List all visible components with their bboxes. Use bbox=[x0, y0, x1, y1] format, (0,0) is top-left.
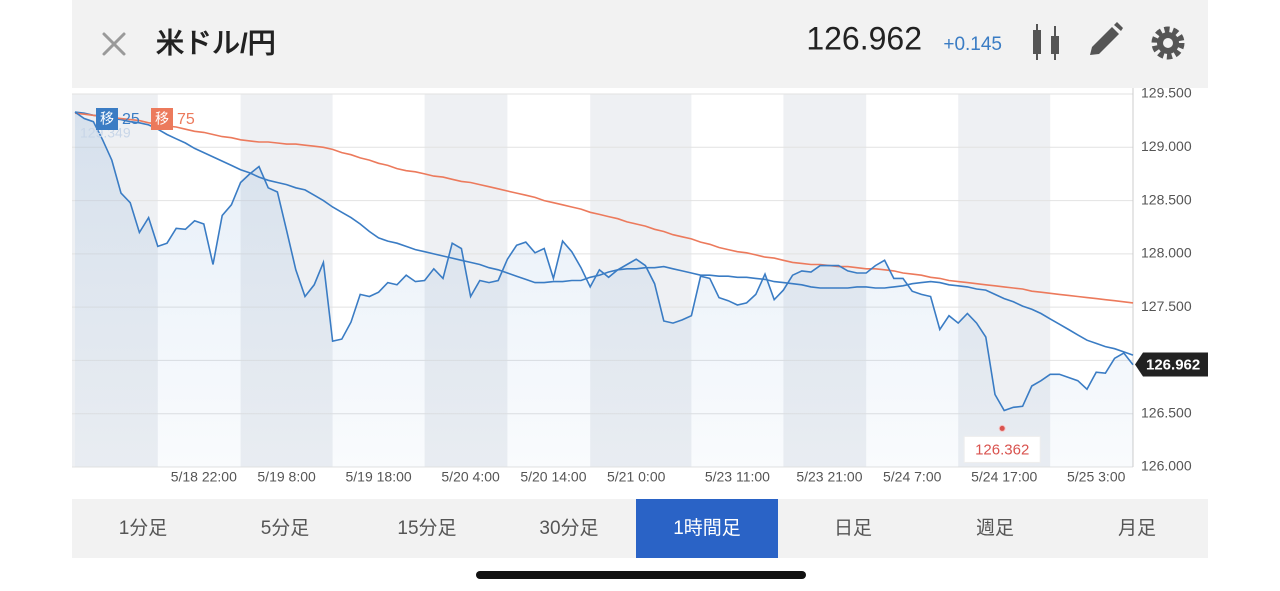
line bbox=[74, 111, 1134, 412]
tab[interactable]: 15分足 bbox=[397, 517, 456, 539]
low-label-box bbox=[963, 435, 1041, 463]
x-tick-label: 5/20 14:00 bbox=[520, 469, 586, 485]
draw-icon[interactable] bbox=[1090, 22, 1123, 55]
tab[interactable]: 月足 bbox=[1118, 518, 1156, 539]
price-area bbox=[75, 112, 1133, 467]
legend-badge bbox=[151, 108, 173, 130]
x-tick-label: 5/24 17:00 bbox=[971, 469, 1037, 485]
y-tick-label: 127.500 bbox=[1141, 298, 1192, 314]
x-tick-label: 5/25 3:00 bbox=[1067, 469, 1126, 485]
chart: 126.000126.500127.000127.500128.000128.5… bbox=[72, 85, 1208, 485]
price-change: +0.145 bbox=[943, 34, 1002, 55]
legend-label: 75 bbox=[177, 111, 195, 128]
close-button[interactable] bbox=[102, 32, 126, 56]
high-label: 129.349 bbox=[80, 125, 131, 141]
line bbox=[74, 112, 1134, 304]
legend-badge-text: 移 bbox=[155, 111, 169, 127]
legend-badge-text: 移 bbox=[100, 111, 114, 127]
x-tick-label: 5/23 11:00 bbox=[705, 469, 770, 485]
last-price-tag bbox=[1135, 352, 1208, 377]
y-tick-label: 128.000 bbox=[1141, 245, 1192, 261]
header-bar bbox=[72, 0, 1208, 88]
tab[interactable]: 日足 bbox=[834, 518, 872, 539]
tab[interactable]: 1時間足 bbox=[673, 517, 741, 539]
timeframe-tabs: 1分足 5分足 15分足 30分足 1時間足 日足 週足 月足 bbox=[119, 499, 1156, 558]
pair-title: 米ドル/円 bbox=[156, 27, 276, 58]
tab-active-bg[interactable] bbox=[636, 499, 778, 558]
x-tick-label: 5/24 7:00 bbox=[883, 469, 942, 485]
settings-icon[interactable] bbox=[1151, 26, 1185, 60]
legend-badge bbox=[96, 108, 118, 130]
last-price-label: 126.962 bbox=[1146, 356, 1200, 373]
x-tick-label: 5/23 21:00 bbox=[796, 469, 862, 485]
x-tick-label: 5/18 22:00 bbox=[171, 469, 237, 485]
legend-label: 25 bbox=[122, 111, 140, 128]
tab[interactable]: 週足 bbox=[976, 517, 1014, 539]
tab[interactable]: 30分足 bbox=[539, 517, 598, 539]
low-label: 126.362 bbox=[975, 441, 1029, 458]
x-tick-label: 5/19 8:00 bbox=[257, 469, 316, 485]
low-marker bbox=[998, 424, 1006, 432]
candle-icon[interactable] bbox=[1033, 24, 1059, 60]
current-price: 126.962 bbox=[806, 20, 922, 56]
y-tick-label: 129.000 bbox=[1141, 138, 1192, 154]
y-tick-label: 126.500 bbox=[1141, 404, 1192, 420]
tab[interactable]: 5分足 bbox=[261, 517, 310, 539]
tab[interactable]: 1分足 bbox=[119, 517, 168, 539]
y-tick-label: 126.000 bbox=[1141, 458, 1192, 474]
x-tick-label: 5/21 0:00 bbox=[607, 469, 666, 485]
home-indicator bbox=[476, 571, 806, 579]
x-tick-label: 5/19 18:00 bbox=[346, 469, 412, 485]
y-tick-label: 128.500 bbox=[1141, 191, 1192, 207]
x-tick-label: 5/20 4:00 bbox=[441, 469, 500, 485]
y-tick-label: 129.500 bbox=[1141, 85, 1192, 101]
